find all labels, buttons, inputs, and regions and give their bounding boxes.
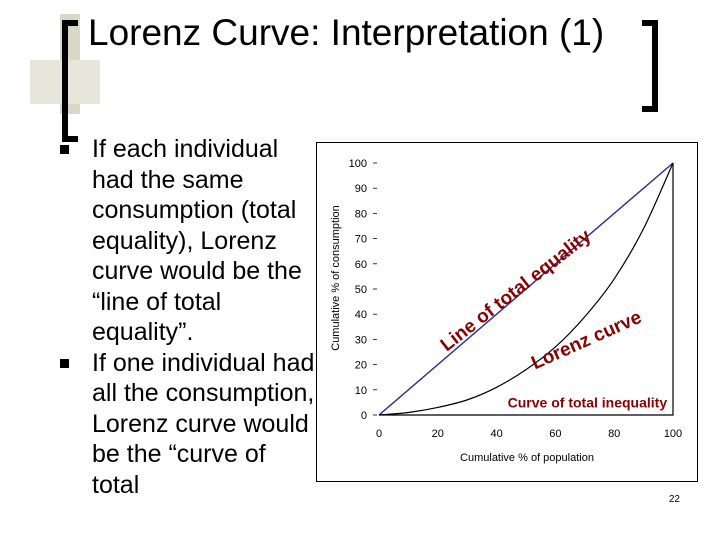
slide-title: Lorenz Curve: Interpretation (1) (88, 12, 605, 53)
bullet-text: If each individual had the same consumpt… (92, 135, 302, 346)
equality-line (378, 162, 674, 416)
lorenz-chart: 0 10 20 30 40 50 60 70 80 90 100 0 20 40 60 80 100 Line … (316, 142, 698, 482)
bullet-square-icon (60, 358, 69, 368)
y-tick-label: 40 (355, 309, 367, 321)
lorenz-annotation: Lorenz curve (528, 307, 645, 374)
x-tick-label: 20 (432, 428, 444, 440)
chart-series (378, 162, 674, 416)
y-tick-label: 50 (355, 284, 367, 296)
title-bracket-right (642, 20, 658, 112)
lorenz-curve-line (378, 162, 674, 416)
inequality-curve-line (379, 163, 674, 416)
y-tick-label: 100 (349, 158, 367, 170)
slide-number: 22 (668, 494, 680, 505)
x-tick-label: 60 (549, 428, 561, 440)
y-tick-label: 80 (355, 208, 367, 220)
y-tick-label: 60 (355, 259, 367, 271)
y-tick-label: 10 (355, 385, 367, 397)
x-tick-label: 40 (490, 428, 502, 440)
bullet-list: If each individual had the same consumpt… (58, 134, 318, 500)
inequality-annotation: Curve of total inequality (508, 394, 668, 410)
bullet-item: If one individual had all the consumptio… (58, 348, 318, 501)
x-tick-label: 100 (664, 428, 682, 440)
chart-axes: 0 10 20 30 40 50 60 70 80 90 100 0 20 40 60 80 100 (349, 158, 683, 440)
x-tick-label: 80 (608, 428, 620, 440)
x-tick-label: 0 (376, 428, 382, 440)
x-axis-label: Cumulative % of population (460, 452, 594, 464)
y-tick-label: 0 (361, 410, 367, 422)
bullet-item: If each individual had the same consumpt… (58, 134, 318, 348)
bullet-square-icon (60, 145, 69, 154)
y-tick-label: 30 (355, 334, 367, 346)
y-tick-label: 20 (355, 360, 367, 372)
y-tick-label: 90 (355, 183, 367, 195)
y-tick-label: 70 (355, 234, 367, 246)
y-axis-label: Cumulative % of consumption (330, 205, 342, 351)
bullet-text: If one individual had all the consumptio… (92, 348, 315, 499)
title-bracket-left (62, 20, 78, 142)
lorenz-chart-svg: 0 10 20 30 40 50 60 70 80 90 100 0 20 40 60 80 100 Line … (330, 158, 683, 464)
